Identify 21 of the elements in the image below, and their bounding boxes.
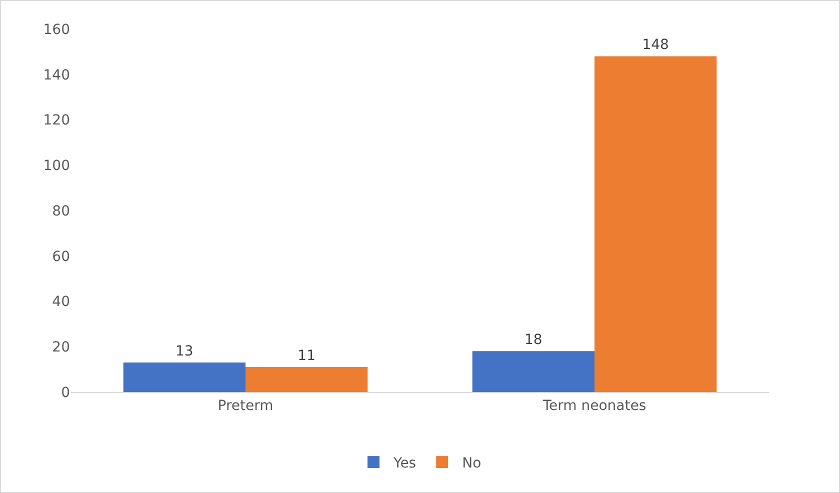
x-tick-label: Term neonates <box>542 398 646 414</box>
y-tick-label: 80 <box>52 203 70 220</box>
y-tick-label: 60 <box>52 248 70 265</box>
y-tick-label: 20 <box>52 340 70 356</box>
bar <box>472 351 594 392</box>
y-tick-label: 40 <box>52 294 70 310</box>
legend-label: No <box>462 456 482 472</box>
data-label: 13 <box>176 344 194 360</box>
bar <box>594 56 717 392</box>
y-tick-label: 160 <box>43 22 70 38</box>
bar <box>123 362 246 392</box>
data-label: 11 <box>298 348 316 364</box>
x-tick-label: Preterm <box>218 398 274 414</box>
y-tick-label: 100 <box>43 158 70 174</box>
y-tick-label: 120 <box>43 112 70 129</box>
data-label: 148 <box>642 37 669 54</box>
y-tick-label: 140 <box>43 67 70 84</box>
data-label: 18 <box>524 332 542 348</box>
y-tick-label: 0 <box>61 384 70 401</box>
legend-label: Yes <box>392 456 416 472</box>
bar <box>246 367 368 392</box>
